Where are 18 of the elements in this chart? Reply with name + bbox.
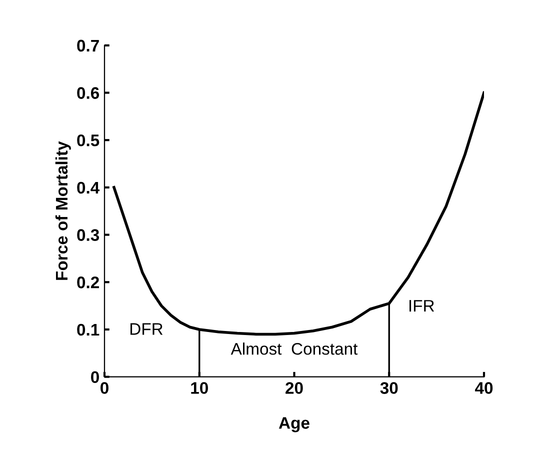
x-tick-label: 30 [380, 382, 398, 394]
y-tick-label: 0.1 [77, 324, 100, 336]
x-tick-label: 40 [474, 382, 493, 394]
y-tick-label: 0.5 [77, 134, 100, 146]
y-tick-label: 0 [91, 371, 99, 384]
x-tick-label: 20 [286, 382, 303, 394]
annotation: DFR [130, 323, 163, 335]
y-tick-label: 0.2 [77, 276, 99, 288]
y-tick-label: 0.3 [77, 229, 100, 242]
x-tick-label: 0 [100, 382, 108, 394]
y-tick-label: 0.4 [77, 182, 100, 194]
y-axis-title: Force of Mortality [55, 141, 71, 280]
x-tick-label: 10 [191, 382, 208, 394]
annotation: Almost Constant [230, 342, 358, 355]
x-axis-title: Age [278, 417, 310, 432]
y-tick-label: 0.7 [77, 40, 99, 52]
y-tick-label: 0.6 [77, 87, 100, 99]
annotation: IFR [410, 300, 434, 312]
